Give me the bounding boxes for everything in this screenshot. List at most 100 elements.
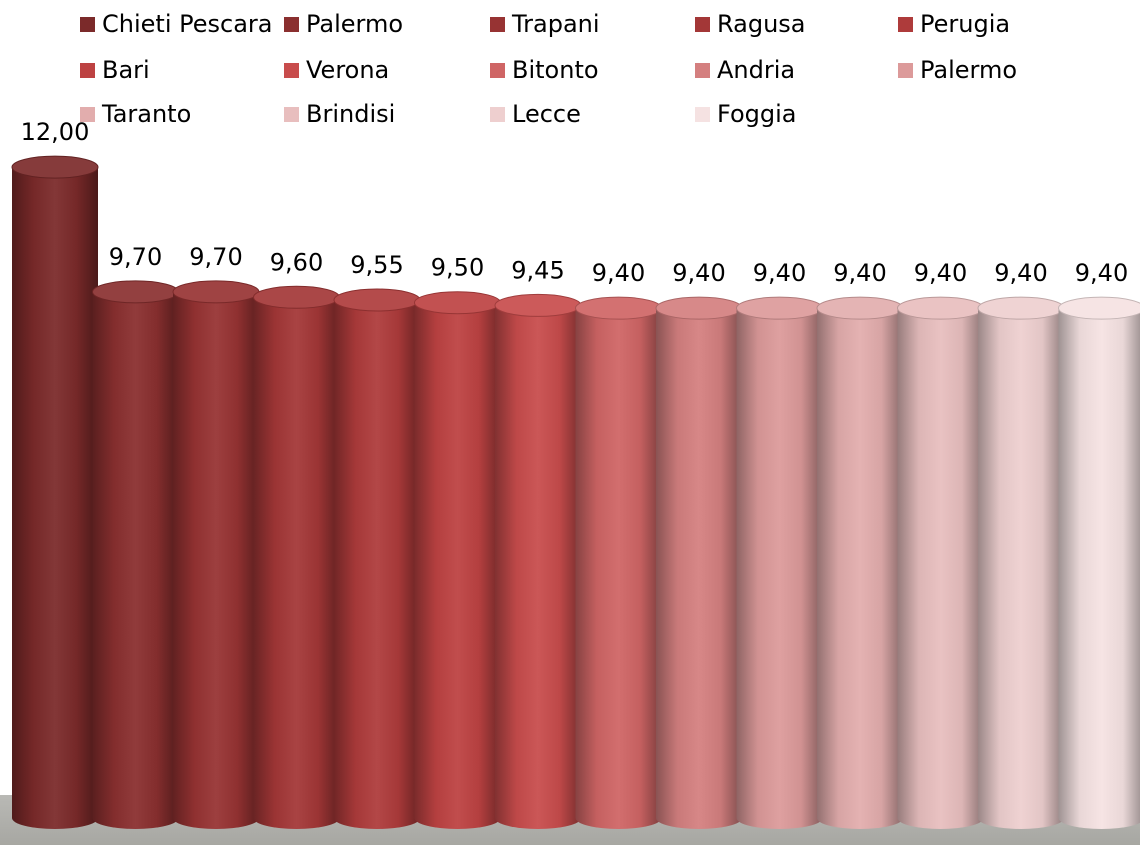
bar-top-cap [575, 296, 662, 320]
bar-4 [253, 285, 340, 830]
legend-item: Lecce [490, 100, 581, 128]
legend-label: Trapani [512, 10, 600, 38]
bar-top-cap [655, 296, 743, 320]
legend-label: Taranto [102, 100, 192, 128]
data-label: 9,55 [350, 251, 403, 279]
bar-top-cap [736, 296, 823, 320]
chart-legend: Chieti Pescara Palermo Trapani Ragusa Perugi… [0, 0, 1140, 135]
legend-label: Bitonto [512, 56, 599, 84]
legend-item: Bitonto [490, 56, 599, 84]
bar-2 [92, 280, 179, 829]
legend-swatch [898, 62, 913, 78]
legend-label: Verona [306, 56, 390, 84]
bar-body [656, 308, 742, 829]
bar-8 [575, 296, 662, 829]
legend-label: Foggia [717, 100, 797, 128]
legend-label: Andria [717, 56, 796, 84]
legend-item: Chieti Pescara [80, 10, 272, 38]
data-label: 12,00 [21, 118, 90, 146]
legend-item: Bari [80, 56, 150, 84]
bar-6 [414, 291, 501, 830]
legend-item: Verona [284, 56, 389, 84]
legend-swatch [695, 62, 710, 78]
legend-item: Ragusa [695, 10, 806, 38]
bar-11 [816, 296, 904, 829]
legend-item: Foggia [695, 100, 796, 128]
legend-swatch [695, 106, 710, 122]
legend-label: Palermo [306, 10, 404, 38]
bar-12 [897, 296, 984, 830]
legend-label: Ragusa [717, 10, 806, 38]
bar-9 [655, 296, 743, 829]
legend-item: Palermo [898, 56, 1017, 84]
bar-top-cap [11, 155, 99, 179]
legend-label: Brindisi [306, 100, 396, 128]
bar-7 [494, 293, 582, 829]
bar-10 [736, 296, 823, 830]
bar-14 [1058, 296, 1140, 829]
bar-body [575, 308, 662, 829]
legend-label: Lecce [512, 100, 581, 128]
bar-body [495, 305, 581, 829]
data-label: 9,70 [189, 243, 242, 271]
data-label: 9,60 [270, 248, 323, 276]
bar-body [1058, 308, 1140, 829]
legend-swatch [695, 16, 710, 32]
bar-body [978, 308, 1064, 829]
legend-item: Palermo [284, 10, 403, 38]
bar-body [92, 291, 179, 829]
legend-label: Bari [102, 56, 150, 84]
legend-swatch [284, 62, 299, 78]
legend-label: Palermo [920, 56, 1018, 84]
bar-body [334, 300, 420, 829]
legend-swatch [490, 62, 505, 78]
bar-top-cap [816, 296, 904, 320]
bar-body [897, 308, 984, 830]
bar-body [12, 167, 98, 829]
data-label: 9,40 [914, 259, 967, 287]
data-label: 9,40 [1075, 259, 1128, 287]
legend-swatch [80, 106, 95, 122]
legend-item: Andria [695, 56, 795, 84]
bar-body [173, 291, 259, 829]
legend-item: Trapani [490, 10, 600, 38]
legend-label: Perugia [920, 10, 1011, 38]
legend-label: Chieti Pescara [102, 10, 273, 38]
bar-body [817, 308, 903, 829]
bar-top-cap [253, 285, 340, 309]
legend-swatch [80, 16, 95, 32]
bar-top-cap [172, 280, 260, 304]
bar-top-cap [414, 291, 501, 315]
bar-top-cap [494, 293, 582, 317]
legend-item: Taranto [80, 100, 191, 128]
data-label: 9,40 [672, 259, 725, 287]
data-label: 9,50 [431, 254, 484, 282]
legend-swatch [80, 62, 95, 78]
bar-top-cap [977, 296, 1065, 320]
legend-item: Brindisi [284, 100, 395, 128]
data-label: 9,45 [511, 256, 564, 284]
bar-13 [977, 296, 1065, 829]
bar-top-cap [1058, 296, 1140, 320]
bar-body [253, 297, 340, 830]
bar-3 [172, 280, 260, 829]
data-label: 9,40 [753, 259, 806, 287]
data-label: 9,40 [833, 259, 886, 287]
data-label: 9,70 [109, 243, 162, 271]
bar-1 [11, 155, 99, 829]
bar-top-cap [92, 280, 179, 304]
bar-top-cap [333, 288, 421, 312]
legend-swatch [490, 16, 505, 32]
legend-swatch [490, 106, 505, 122]
legend-swatch [284, 16, 299, 32]
legend-swatch [284, 106, 299, 122]
bar-5 [333, 288, 421, 829]
legend-swatch [898, 16, 913, 32]
data-label: 9,40 [592, 259, 645, 287]
bar-body [414, 302, 501, 830]
legend-item: Perugia [898, 10, 1010, 38]
bar-body [736, 308, 823, 830]
bar-top-cap [897, 296, 984, 320]
data-label: 9,40 [994, 259, 1047, 287]
